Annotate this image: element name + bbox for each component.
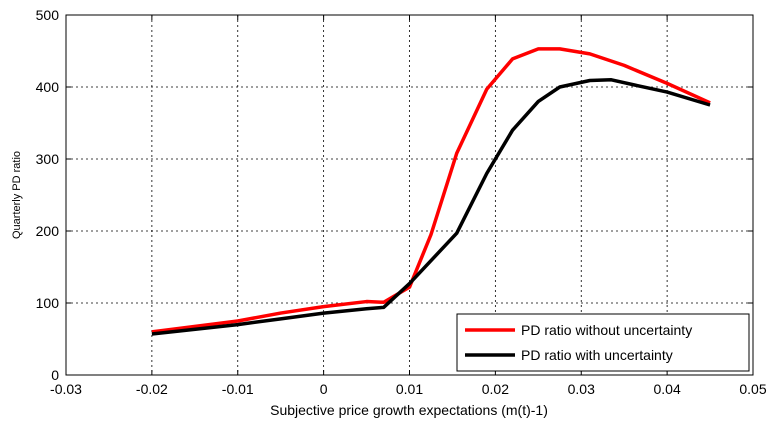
legend: PD ratio without uncertainty PD ratio wi…: [456, 313, 750, 372]
y-tick-label: 400: [36, 79, 60, 95]
x-tick-label: -0.01: [222, 381, 254, 397]
y-tick-label: 300: [36, 151, 60, 167]
x-tick-label: 0.02: [482, 381, 509, 397]
legend-label-with-uncertainty: PD ratio with uncertainty: [521, 347, 673, 363]
y-tick-label: 500: [36, 7, 60, 23]
x-tick-label: 0.01: [396, 381, 423, 397]
x-tick-label: 0.03: [568, 381, 595, 397]
series-line-without-uncertainty: [151, 47, 711, 334]
x-axis-label: Subjective price growth expectations (m(…: [270, 402, 548, 418]
series-group: [151, 47, 711, 336]
ticks: [65, 14, 754, 376]
x-tick-label: 0: [320, 381, 328, 397]
y-tick-label: 0: [51, 367, 59, 383]
legend-box: [456, 313, 750, 372]
tick-labels: -0.03 -0.02 -0.01 0 0.01 0.02 0.03 0.04 0.05 0 100…: [36, 7, 767, 397]
series-line-with-uncertainty: [151, 78, 711, 336]
x-tick-label: -0.02: [136, 381, 168, 397]
x-tick-label: 0.05: [739, 381, 766, 397]
y-tick-label: 100: [36, 295, 60, 311]
legend-label-without-uncertainty: PD ratio without uncertainty: [521, 322, 692, 338]
x-tick-label: -0.03: [50, 381, 82, 397]
x-tick-label: 0.04: [654, 381, 681, 397]
y-tick-label: 200: [36, 223, 60, 239]
y-axis-label: Quarterly PD ratio: [11, 151, 23, 239]
